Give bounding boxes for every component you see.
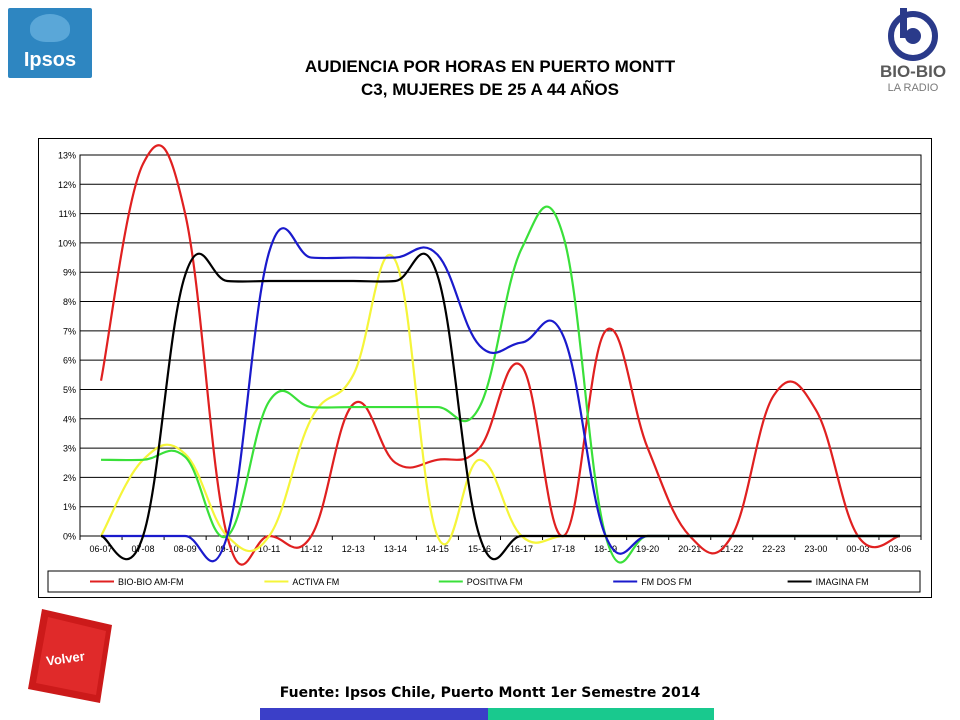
footer-bar-blue — [260, 708, 488, 720]
legend-label: IMAGINA FM — [816, 577, 869, 587]
legend-label: BIO-BIO AM-FM — [118, 577, 184, 587]
y-tick-label: 11% — [59, 209, 76, 219]
y-tick-label: 2% — [63, 473, 76, 483]
y-tick-label: 13% — [58, 151, 76, 161]
x-tick-label: 19-20 — [636, 544, 659, 554]
x-tick-label: 13-14 — [384, 544, 407, 554]
y-tick-label: 1% — [63, 502, 76, 512]
ipsos-logo-text: Ipsos — [23, 49, 77, 71]
x-tick-label: 12-13 — [342, 544, 365, 554]
volver-button[interactable]: Volver — [28, 607, 112, 703]
x-tick-label: 18-19 — [594, 544, 617, 554]
x-tick-label: 16-17 — [510, 544, 533, 554]
x-tick-label: 08-09 — [174, 544, 197, 554]
ipsos-logo: Ipsos — [8, 8, 92, 78]
y-tick-label: 8% — [63, 297, 76, 307]
y-tick-label: 6% — [63, 356, 76, 366]
series-line — [99, 144, 901, 566]
x-tick-label: 23-00 — [804, 544, 827, 554]
legend-label: POSITIVA FM — [467, 577, 523, 587]
chart-frame — [38, 138, 932, 598]
x-tick-label: 17-18 — [552, 544, 575, 554]
x-tick-label: 10-11 — [258, 544, 280, 554]
x-tick-label: 21-22 — [720, 544, 743, 554]
x-tick-label: 22-23 — [762, 544, 785, 554]
y-tick-label: 7% — [63, 326, 76, 336]
y-tick-label: 0% — [63, 532, 76, 542]
ipsos-head-icon — [30, 14, 70, 42]
x-tick-label: 00-03 — [846, 544, 869, 554]
source-note: Fuente: Ipsos Chile, Puerto Montt 1er Se… — [279, 685, 701, 701]
y-tick-label: 5% — [63, 385, 76, 395]
y-tick-label: 12% — [58, 180, 76, 190]
x-tick-label: 03-06 — [888, 544, 911, 554]
legend-label: FM DOS FM — [641, 577, 692, 587]
chart-title: AUDIENCIA POR HORAS EN PUERTO MONTT — [304, 57, 676, 76]
biobio-logo: BIO-BIO LA RADIO — [872, 6, 954, 98]
plot-area — [79, 154, 922, 537]
x-tick-label: 11-12 — [300, 544, 322, 554]
legend-label: ACTIVA FM — [292, 577, 339, 587]
x-tick-label: 20-21 — [678, 544, 701, 554]
y-tick-label: 10% — [58, 238, 76, 248]
series-line — [100, 252, 900, 561]
biobio-logo-subtext: LA RADIO — [887, 82, 939, 94]
line-chart: 0% 1% 2% 3% 4% 5% 6% 7% 8% 9% 10% 11% 12% 13% 06-07 07-… — [47, 144, 922, 593]
x-tick-label: 09-10 — [216, 544, 239, 554]
x-tick-label: 07-08 — [132, 544, 155, 554]
biobio-mark-icon — [888, 8, 938, 61]
y-tick-label: 3% — [63, 444, 76, 454]
biobio-logo-text: BIO-BIO — [879, 62, 947, 81]
footer-bar-green — [488, 708, 714, 720]
chart-subtitle: C3, MUJERES DE 25 A 44 AÑOS — [361, 80, 619, 99]
y-tick-label: 9% — [63, 268, 76, 278]
x-tick-label: 06-07 — [90, 544, 113, 554]
y-tick-label: 4% — [63, 414, 76, 424]
volver-shape-icon — [28, 609, 112, 703]
x-tick-label: 15-16 — [468, 544, 491, 554]
x-tick-label: 14-15 — [426, 544, 449, 554]
legend-box — [47, 570, 921, 593]
